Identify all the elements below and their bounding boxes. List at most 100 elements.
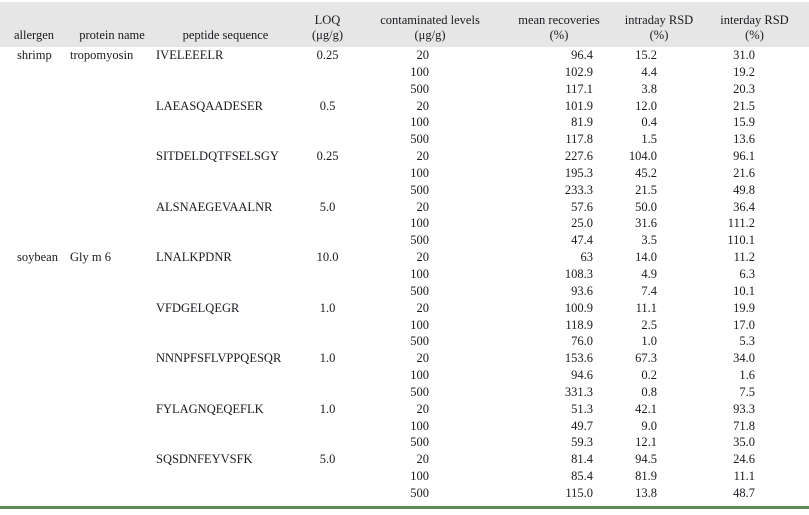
contaminated-level-cell: 20	[416, 98, 430, 113]
table-row: 500 233.3 21.5 49.8	[0, 182, 809, 199]
mean-recovery-cell: 47.4	[571, 233, 593, 248]
mean-recovery-cell: 331.3	[564, 384, 593, 399]
header-unit: (%)	[549, 27, 569, 42]
mean-recovery-cell: 81.4	[571, 452, 593, 467]
peptide-sequence-cell	[156, 81, 295, 98]
intraday-rsd-cell: 12.0	[635, 98, 657, 113]
interday-rsd-cell: 19.2	[733, 64, 755, 79]
header-unit: (%)	[745, 27, 764, 42]
allergen-cell	[0, 367, 68, 384]
peptide-sequence-cell	[156, 384, 295, 401]
contaminated-level-cell: 100	[410, 469, 429, 484]
allergen-cell	[0, 114, 68, 131]
peptide-sequence-cell	[156, 114, 295, 131]
loq-cell: 5.0	[319, 199, 336, 214]
table-row: 500 331.3 0.8 7.5	[0, 384, 809, 401]
protein-name-cell	[68, 317, 156, 334]
protein-name-cell	[68, 468, 156, 485]
intraday-rsd-cell: 4.9	[641, 266, 657, 281]
mean-recovery-cell: 115.0	[565, 485, 593, 500]
peptide-sequence-cell	[156, 468, 295, 485]
table-row: 100 108.3 4.9 6.3	[0, 266, 809, 283]
mean-recovery-cell: 81.9	[571, 115, 593, 130]
table-row: 100 102.9 4.4 19.2	[0, 64, 809, 81]
mean-recovery-cell: 117.8	[565, 132, 593, 147]
table-row: LAEASQAADESER 0.5 20 101.9 12.0 21.5	[0, 98, 809, 115]
mean-recovery-cell: 153.6	[564, 351, 593, 366]
table-row: ALSNAEGEVAALNR 5.0 20 57.6 50.0 36.4	[0, 199, 809, 216]
table-row: VFDGELQEGR 1.0 20 100.9 11.1 19.9	[0, 300, 809, 317]
loq-cell	[295, 468, 360, 485]
loq-cell	[295, 81, 360, 98]
allergen-cell	[0, 434, 68, 451]
interday-rsd-cell: 19.9	[733, 300, 755, 315]
intraday-rsd-cell: 2.5	[641, 317, 657, 332]
loq-cell	[295, 283, 360, 300]
loq-cell	[295, 232, 360, 249]
peptide-sequence-cell: ALSNAEGEVAALNR	[156, 199, 273, 214]
contaminated-level-cell: 20	[416, 351, 430, 366]
contaminated-level-cell: 20	[416, 48, 430, 62]
peptide-sequence-cell: IVELEEELR	[156, 48, 224, 62]
contaminated-level-cell: 100	[410, 165, 429, 180]
intraday-rsd-cell: 9.0	[641, 418, 657, 433]
intraday-rsd-cell: 50.0	[635, 199, 657, 214]
intraday-rsd-cell: 94.5	[635, 452, 657, 467]
intraday-rsd-cell: 12.1	[635, 435, 657, 450]
loq-cell: 0.25	[316, 48, 339, 62]
mean-recovery-cell: 96.4	[571, 48, 593, 62]
interday-rsd-cell: 5.3	[739, 334, 755, 349]
mean-recovery-cell: 59.3	[571, 435, 593, 450]
header-label: interday RSD	[720, 13, 789, 27]
interday-rsd-cell: 24.6	[733, 452, 755, 467]
contaminated-level-cell: 500	[410, 81, 429, 96]
allergen-cell	[0, 215, 68, 232]
header-label: contaminated levels	[380, 13, 480, 27]
protein-name-cell: Gly m 6	[70, 250, 111, 265]
header-label: protein name	[79, 27, 145, 42]
mean-recovery-cell: 195.3	[564, 165, 593, 180]
interday-rsd-cell: 71.8	[733, 418, 755, 433]
intraday-rsd-cell: 15.2	[635, 48, 657, 62]
mean-recovery-cell: 100.9	[564, 300, 593, 315]
intraday-rsd-cell: 14.0	[635, 250, 657, 265]
peptide-sequence-cell	[156, 317, 295, 334]
intraday-rsd-cell: 0.2	[641, 368, 657, 383]
protein-name-cell	[68, 165, 156, 182]
protein-name-cell	[68, 451, 156, 468]
contaminated-level-cell: 500	[410, 283, 429, 298]
table-row: 500 93.6 7.4 10.1	[0, 283, 809, 300]
contaminated-level-cell: 20	[416, 300, 430, 315]
header-unit: (μg/g)	[312, 27, 343, 42]
peptide-sequence-cell	[156, 283, 295, 300]
peptide-sequence-cell	[156, 64, 295, 81]
intraday-rsd-cell: 31.6	[635, 216, 657, 231]
table-bottom-rule	[0, 506, 809, 509]
intraday-rsd-cell: 4.4	[641, 64, 657, 79]
interday-rsd-cell: 1.6	[739, 368, 755, 383]
mean-recovery-cell: 102.9	[564, 64, 593, 79]
column-header-intraday-rsd: intraday RSD (%)	[618, 2, 700, 47]
loq-cell: 1.0	[319, 401, 336, 416]
table-row: 500 47.4 3.5 110.1	[0, 232, 809, 249]
allergen-cell	[0, 468, 68, 485]
intraday-rsd-cell: 3.5	[641, 233, 657, 248]
allergen-cell	[0, 384, 68, 401]
allergen-cell	[0, 350, 68, 367]
interday-rsd-cell: 31.0	[733, 48, 755, 62]
table-row: 500 117.1 3.8 20.3	[0, 81, 809, 98]
loq-cell	[295, 182, 360, 199]
loq-cell	[295, 434, 360, 451]
contaminated-level-cell: 100	[410, 216, 429, 231]
contaminated-level-cell: 500	[410, 132, 429, 147]
protein-name-cell	[68, 81, 156, 98]
protein-name-cell	[68, 401, 156, 418]
peptide-sequence-cell	[156, 182, 295, 199]
allergen-cell	[0, 317, 68, 334]
loq-cell	[295, 367, 360, 384]
table-row: SQSDNFEYVSFK 5.0 20 81.4 94.5 24.6	[0, 451, 809, 468]
protein-name-cell	[68, 199, 156, 216]
allergen-cell	[0, 485, 68, 502]
interday-rsd-cell: 17.0	[733, 317, 755, 332]
mean-recovery-cell: 118.9	[565, 317, 593, 332]
